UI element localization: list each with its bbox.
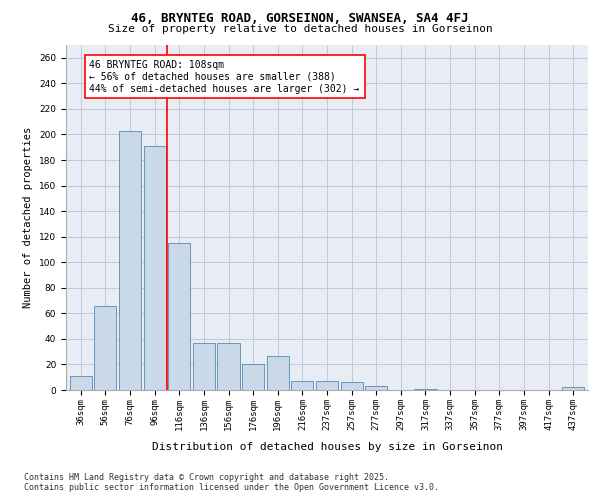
Bar: [168, 243, 190, 390]
Bar: [266, 356, 289, 390]
Text: Distribution of detached houses by size in Gorseinon: Distribution of detached houses by size …: [151, 442, 503, 452]
Bar: [193, 342, 215, 390]
Bar: [143, 146, 166, 390]
Text: Size of property relative to detached houses in Gorseinon: Size of property relative to detached ho…: [107, 24, 493, 34]
Bar: [217, 342, 239, 390]
Bar: [119, 130, 141, 390]
Bar: [291, 381, 313, 390]
Bar: [316, 381, 338, 390]
Bar: [70, 376, 92, 390]
Bar: [415, 388, 437, 390]
Text: Contains HM Land Registry data © Crown copyright and database right 2025.
Contai: Contains HM Land Registry data © Crown c…: [24, 472, 439, 492]
Bar: [365, 386, 388, 390]
Y-axis label: Number of detached properties: Number of detached properties: [23, 127, 34, 308]
Bar: [94, 306, 116, 390]
Bar: [341, 382, 363, 390]
Bar: [242, 364, 264, 390]
Bar: [562, 388, 584, 390]
Text: 46, BRYNTEG ROAD, GORSEINON, SWANSEA, SA4 4FJ: 46, BRYNTEG ROAD, GORSEINON, SWANSEA, SA…: [131, 12, 469, 26]
Text: 46 BRYNTEG ROAD: 108sqm
← 56% of detached houses are smaller (388)
44% of semi-d: 46 BRYNTEG ROAD: 108sqm ← 56% of detache…: [89, 60, 359, 94]
